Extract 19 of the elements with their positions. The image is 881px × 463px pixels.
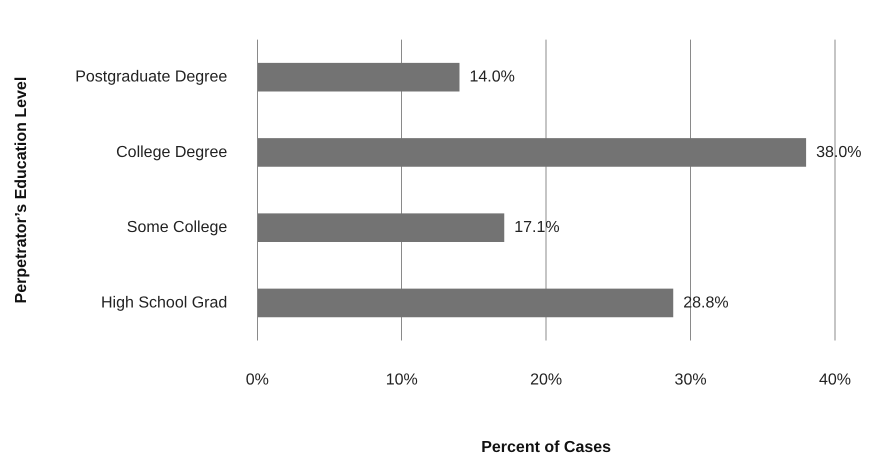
y-tick-label: Postgraduate Degree (75, 68, 228, 86)
y-tick-label: High School Grad (101, 294, 228, 312)
data-label: 28.8% (683, 294, 729, 312)
bar (258, 288, 674, 318)
y-tick-label: College Degree (116, 144, 228, 161)
data-label: 17.1% (514, 219, 560, 236)
x-tick-label: 40% (818, 372, 852, 389)
x-tick-label: 0% (246, 372, 269, 389)
bar (258, 138, 806, 167)
x-tick-label: 10% (386, 372, 418, 389)
bar (258, 213, 504, 242)
y-axis-title: Perpetrator’s Education Level (13, 76, 30, 304)
x-axis-title: Percent of Cases (481, 438, 612, 456)
x-tick-label: 20% (530, 372, 562, 389)
bar (258, 62, 460, 92)
x-tick-label: 30% (674, 372, 707, 389)
data-label: 14.0% (469, 68, 515, 86)
y-tick-label: Some College (126, 219, 228, 236)
data-label: 38.0% (816, 144, 862, 161)
